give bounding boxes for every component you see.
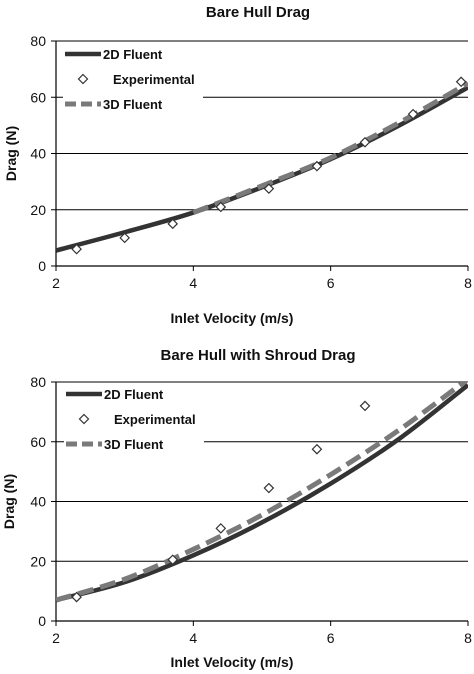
legend-label: 2D Fluent	[103, 47, 163, 62]
experimental-point	[359, 400, 371, 412]
y-tick-label: 80	[30, 374, 46, 390]
legend-label: 3D Fluent	[103, 97, 163, 112]
legend: 2D Fluent Experimental 3D Fluent	[64, 383, 204, 461]
x-tick-label: 2	[52, 630, 60, 646]
y-tick-label: 0	[38, 613, 46, 629]
x-axis-label: Inlet Velocity (m/s)	[171, 654, 294, 670]
chart-panel-2: Bare Hull with Shroud Drag 0 20 40 60 80 2 4 6 8 I…	[1, 347, 472, 670]
series-line-3d-fluent	[56, 382, 468, 603]
x-tick-label: 8	[464, 275, 472, 291]
experimental-point	[167, 554, 179, 566]
x-tick-label: 4	[189, 275, 197, 291]
y-tick-label: 40	[30, 146, 46, 162]
y-axis-label: Drag (N)	[1, 474, 17, 529]
legend-label: Experimental	[113, 72, 195, 87]
y-tick-label: 20	[30, 553, 46, 569]
x-tick-label: 6	[327, 630, 335, 646]
experimental-point	[71, 591, 82, 603]
experimental-point	[311, 160, 323, 172]
experimental-point	[359, 136, 371, 148]
chart-title: Bare Hull Drag	[206, 4, 310, 21]
experimental-point	[119, 232, 131, 244]
plot-area	[56, 81, 468, 253]
experimental-point	[263, 183, 275, 195]
y-tick-label: 60	[30, 89, 46, 105]
experimental-point	[215, 523, 227, 534]
experimental-point	[407, 108, 419, 120]
y-tick-label: 0	[38, 258, 46, 274]
experimental-point	[167, 218, 179, 230]
x-tick-label: 2	[52, 275, 60, 291]
x-tick-label: 4	[189, 630, 197, 646]
y-tick-label: 20	[30, 202, 46, 218]
y-tick-label: 40	[30, 494, 46, 510]
y-axis-label: Drag (N)	[3, 126, 19, 181]
y-tick-label: 80	[30, 33, 46, 49]
legend-marker-experimental	[78, 413, 90, 425]
experimental-point	[263, 482, 275, 494]
legend-marker-experimental	[77, 73, 89, 85]
legend-label: 3D Fluent	[104, 437, 164, 452]
experimental-point	[215, 201, 227, 213]
series-line-3d-fluent	[192, 81, 468, 215]
chart-panel-1: Bare Hull Drag 0 20 40 60 80 2 4 6 8 Inlet Velocit…	[3, 4, 472, 326]
y-tick-label: 60	[30, 434, 46, 450]
experimental-point	[311, 443, 323, 455]
plot-area	[56, 382, 468, 603]
chart-title: Bare Hull with Shroud Drag	[160, 347, 355, 364]
legend: 2D Fluent Experimental 3D Fluent	[63, 43, 203, 121]
x-tick-label: 6	[327, 275, 335, 291]
experimental-point	[455, 76, 467, 88]
x-axis-label: Inlet Velocity (m/s)	[171, 310, 294, 326]
legend-label: Experimental	[114, 412, 196, 427]
series-line-2d-fluent	[56, 383, 468, 603]
experimental-point	[71, 243, 82, 255]
x-tick-label: 8	[464, 630, 472, 646]
legend-label: 2D Fluent	[104, 387, 164, 402]
